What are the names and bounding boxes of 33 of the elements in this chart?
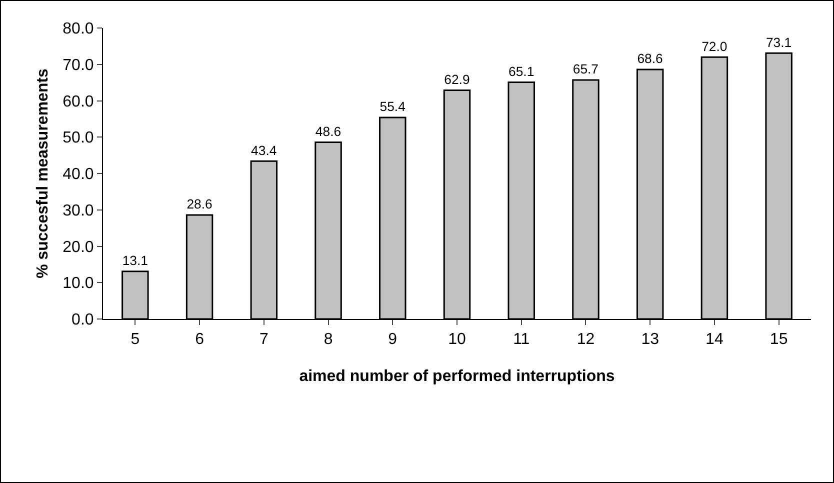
data-label: 65.1: [508, 64, 534, 79]
x-tick-label: 10: [448, 331, 466, 348]
data-label: 73.1: [766, 34, 792, 50]
data-label: 43.4: [251, 142, 277, 158]
x-tick-label: 15: [770, 331, 788, 348]
data-label: 28.6: [186, 196, 212, 212]
x-tick-label: 12: [576, 331, 595, 348]
data-label: 68.6: [637, 51, 663, 66]
x-tick-label: 13: [641, 331, 660, 348]
x-tick-label: 5: [130, 331, 140, 348]
y-tick-label: 50.0: [62, 130, 94, 147]
y-tick-label: 30.0: [62, 202, 94, 220]
y-tick-label: 70.0: [62, 56, 94, 74]
data-label: 62.9: [444, 72, 470, 87]
data-label: 48.6: [315, 124, 342, 139]
data-label: 65.7: [572, 62, 599, 77]
x-tick-label: 14: [706, 331, 724, 348]
y-tick-label: 0.0: [72, 312, 94, 329]
data-label: 55.4: [380, 99, 406, 114]
data-label: 72.0: [702, 38, 728, 54]
data-label: 13.1: [122, 253, 148, 268]
y-tick-label: 40.0: [62, 166, 94, 184]
x-tick-label: 9: [388, 331, 398, 348]
y-tick-label: 20.0: [62, 238, 94, 256]
y-tick-label: 60.0: [62, 93, 94, 110]
x-tick-label: 6: [195, 331, 204, 348]
y-tick-label: 10.0: [62, 275, 94, 292]
x-tick-label: 8: [324, 331, 333, 348]
x-axis-title: aimed number of performed interruptions: [299, 368, 615, 385]
y-tick-label: 80.0: [62, 20, 94, 38]
y-axis-title: % succesful measurements: [34, 68, 52, 278]
x-tick-label: 11: [513, 331, 530, 348]
x-tick-label: 7: [259, 331, 268, 348]
